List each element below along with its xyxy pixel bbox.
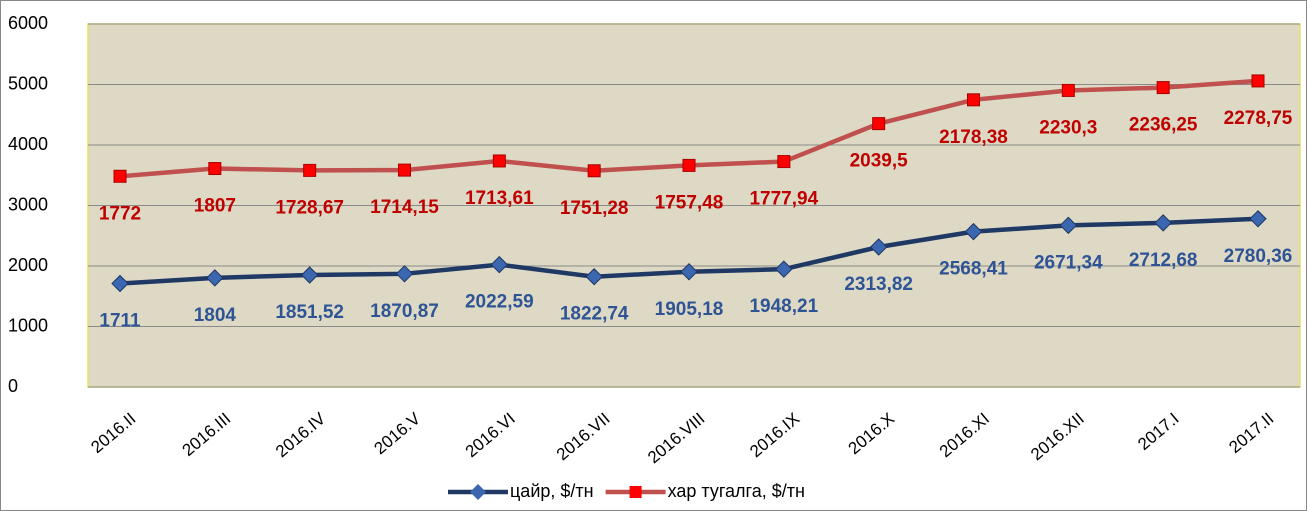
data-label: 2236,25 xyxy=(1129,115,1198,136)
data-label: 2712,68 xyxy=(1129,250,1198,271)
legend-marker xyxy=(470,484,486,500)
marker xyxy=(680,263,698,281)
data-label: 1804 xyxy=(194,305,237,326)
data-label: 1772 xyxy=(99,203,141,224)
marker xyxy=(967,93,980,107)
data-label: 2230,3 xyxy=(1039,117,1097,138)
data-label: 1757,48 xyxy=(655,192,724,213)
marker xyxy=(395,265,414,283)
legend-label: цайр, $/тн xyxy=(510,481,594,501)
marker xyxy=(1154,214,1172,232)
data-label: 1711 xyxy=(99,311,141,332)
data-label: 2313,82 xyxy=(844,274,913,295)
marker xyxy=(585,268,603,286)
data-label: 2278,75 xyxy=(1224,108,1293,129)
data-label: 1728,67 xyxy=(275,197,344,218)
marker xyxy=(1059,216,1078,235)
marker xyxy=(300,266,319,284)
data-label: 1807 xyxy=(194,196,236,217)
data-label: 2568,41 xyxy=(939,259,1008,280)
data-label: 2780,36 xyxy=(1224,246,1293,267)
data-label: 1905,18 xyxy=(655,299,724,320)
marker xyxy=(775,260,793,278)
marker xyxy=(206,269,224,287)
data-label: 1870,87 xyxy=(370,301,439,322)
y-tick-label: 4000 xyxy=(8,134,48,154)
marker xyxy=(1251,74,1265,88)
marker xyxy=(777,155,791,169)
marker xyxy=(398,163,411,177)
marker xyxy=(1156,81,1170,95)
y-tick-label: 0 xyxy=(8,376,18,396)
marker xyxy=(872,117,886,131)
marker xyxy=(303,163,317,177)
data-label: 1822,74 xyxy=(560,304,629,325)
data-label: 1713,61 xyxy=(465,188,534,209)
y-tick-label: 1000 xyxy=(8,315,48,335)
y-tick-label: 6000 xyxy=(8,13,48,33)
y-tick-label: 3000 xyxy=(8,194,48,214)
data-label: 2671,34 xyxy=(1034,252,1103,273)
marker xyxy=(869,238,888,256)
data-label: 2178,38 xyxy=(939,127,1008,148)
marker xyxy=(1061,83,1075,97)
marker xyxy=(682,158,696,172)
data-label: 1851,52 xyxy=(275,302,344,323)
marker xyxy=(490,255,509,274)
data-label: 2039,5 xyxy=(850,151,909,172)
marker xyxy=(208,162,222,176)
marker xyxy=(1249,210,1267,228)
legend-label: хар тугалга, $/тн xyxy=(668,481,805,501)
y-tick-label: 5000 xyxy=(8,73,48,93)
marker xyxy=(111,274,129,293)
marker xyxy=(113,169,127,183)
y-tick-label: 2000 xyxy=(8,255,48,275)
marker xyxy=(587,164,601,178)
data-label: 1751,28 xyxy=(560,198,629,219)
data-label: 1948,21 xyxy=(749,296,818,317)
data-label: 2022,59 xyxy=(465,292,534,313)
legend-marker xyxy=(629,486,642,498)
marker xyxy=(492,154,506,168)
marker xyxy=(964,222,983,241)
data-label: 1777,94 xyxy=(749,189,818,210)
data-label: 1714,15 xyxy=(370,197,439,218)
